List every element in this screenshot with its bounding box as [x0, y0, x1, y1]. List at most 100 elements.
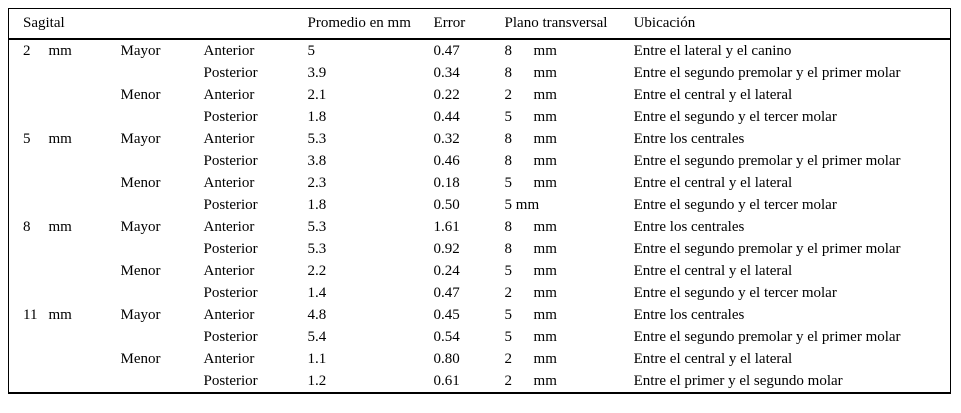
cell-plano-unit: mm [533, 131, 557, 147]
cell-sagital-unit [49, 62, 121, 84]
cell-arch-type [121, 282, 204, 304]
cell-plano-unit: mm [533, 263, 557, 279]
cell-sagital-unit [49, 238, 121, 260]
cell-sagital-unit [49, 260, 121, 282]
cell-arch-type: Menor [120, 175, 161, 191]
cell-sagital-unit [49, 106, 121, 128]
cell-error: 1.61 [433, 219, 460, 235]
cell-arch-type: Menor [120, 263, 161, 279]
cell-ubicacion: Entre el lateral y el canino [633, 43, 792, 59]
cell-arch-type [121, 238, 204, 260]
cell-plano-unit [534, 194, 634, 216]
cell-ubicacion: Entre el segundo premolar y el primer mo… [633, 65, 901, 81]
cell-sagital-value: 2 [23, 43, 31, 59]
cell-error: 0.44 [433, 109, 460, 125]
cell-sagital-unit: mm [48, 307, 72, 323]
cell-promedio: 5 [307, 43, 316, 59]
cell-ubicacion: Entre el central y el lateral [633, 175, 793, 191]
cell-error: 0.18 [433, 175, 460, 191]
cell-arch-type: Mayor [120, 219, 161, 235]
cell-position: Anterior [203, 175, 255, 191]
header-error: Error [433, 8, 505, 40]
cell-promedio: 5.3 [307, 131, 327, 147]
cell-position: Anterior [203, 351, 255, 367]
cell-plano-value: 8 [504, 219, 513, 235]
cell-plano-value: 5 [504, 263, 513, 279]
table-row: Posterior 1.8 0.50 5 mm Entre el segundo… [9, 194, 951, 216]
table-row: Posterior 5.4 0.54 5 mm Entre el segundo… [9, 326, 951, 348]
cell-promedio: 1.1 [307, 351, 327, 367]
cell-promedio: 5.3 [307, 219, 327, 235]
cell-plano-value: 2 [504, 285, 513, 301]
cell-plano-value: 8 [504, 153, 513, 169]
cell-plano-value: 8 [504, 65, 513, 81]
cell-position: Anterior [203, 219, 255, 235]
cell-position: Posterior [203, 65, 258, 81]
cell-promedio: 1.2 [307, 373, 327, 389]
header-ubicacion: Ubicación [633, 8, 951, 40]
cell-plano-unit: mm [533, 65, 557, 81]
cell-arch-type [121, 370, 204, 393]
cell-sagital-unit [49, 326, 121, 348]
table-row: 11 mm Mayor Anterior 4.8 0.45 5 mm Entre… [9, 304, 951, 326]
cell-arch-type [121, 326, 204, 348]
cell-sagital-unit [49, 282, 121, 304]
cell-error: 0.46 [433, 153, 460, 169]
cell-position: Posterior [203, 373, 258, 389]
cell-promedio: 1.8 [307, 197, 327, 213]
cell-arch-type: Mayor [120, 131, 161, 147]
cell-error: 0.34 [433, 65, 460, 81]
cell-position: Posterior [203, 109, 258, 125]
table-row: Posterior 5.3 0.92 8 mm Entre el segundo… [9, 238, 951, 260]
table-row: Posterior 3.8 0.46 8 mm Entre el segundo… [9, 150, 951, 172]
cell-sagital-value [9, 260, 49, 282]
cell-error: 0.47 [433, 285, 460, 301]
cell-plano-unit: mm [533, 43, 557, 59]
cell-error: 0.61 [433, 373, 460, 389]
cell-error: 0.54 [433, 329, 460, 345]
cell-error: 0.50 [433, 197, 460, 213]
cell-promedio: 3.8 [307, 153, 327, 169]
cell-ubicacion: Entre el central y el lateral [633, 263, 793, 279]
cell-sagital-unit [49, 370, 121, 393]
header-promedio: Promedio en mm [307, 8, 434, 40]
cell-promedio: 2.1 [307, 87, 327, 103]
table-row: 2 mm Mayor Anterior 5 0.47 8 mm Entre el… [9, 39, 951, 62]
cell-promedio: 3.9 [307, 65, 327, 81]
measurements-table: Sagital Promedio en mm Error Plano trans… [8, 8, 952, 394]
cell-sagital-value: 5 [23, 131, 31, 147]
cell-plano-value: 2 [504, 87, 513, 103]
cell-position: Posterior [203, 241, 258, 257]
cell-arch-type [121, 106, 204, 128]
cell-ubicacion: Entre el primer y el segundo molar [633, 373, 843, 389]
cell-arch-type: Menor [120, 351, 161, 367]
cell-arch-type: Mayor [120, 307, 161, 323]
cell-sagital-value [9, 62, 49, 84]
cell-plano-unit: mm [533, 351, 557, 367]
cell-sagital-value [9, 282, 49, 304]
cell-sagital-unit: mm [48, 131, 72, 147]
cell-sagital-unit [49, 194, 121, 216]
cell-ubicacion: Entre el segundo premolar y el primer mo… [633, 241, 901, 257]
cell-position: Anterior [203, 131, 255, 147]
header-plano-transversal: Plano transversal [504, 8, 634, 40]
cell-error: 0.80 [433, 351, 460, 367]
cell-sagital-value [9, 194, 49, 216]
cell-plano-unit: mm [533, 175, 557, 191]
cell-sagital-value [9, 172, 49, 194]
cell-plano-unit: mm [533, 87, 557, 103]
cell-position: Anterior [203, 87, 255, 103]
cell-arch-type: Menor [120, 87, 161, 103]
cell-ubicacion: Entre el central y el lateral [633, 351, 793, 367]
table-row: Menor Anterior 1.1 0.80 2 mm Entre el ce… [9, 348, 951, 370]
cell-error: 0.45 [433, 307, 460, 323]
cell-plano-value: 5 [504, 307, 513, 323]
cell-plano-unit: mm [533, 307, 557, 323]
cell-position: Posterior [203, 153, 258, 169]
cell-plano-value: 2 [504, 351, 513, 367]
cell-sagital-value [9, 150, 49, 172]
cell-promedio: 4.8 [307, 307, 327, 323]
cell-error: 0.47 [433, 43, 460, 59]
cell-plano-value: 5 [504, 175, 513, 191]
table-row: Posterior 1.8 0.44 5 mm Entre el segundo… [9, 106, 951, 128]
